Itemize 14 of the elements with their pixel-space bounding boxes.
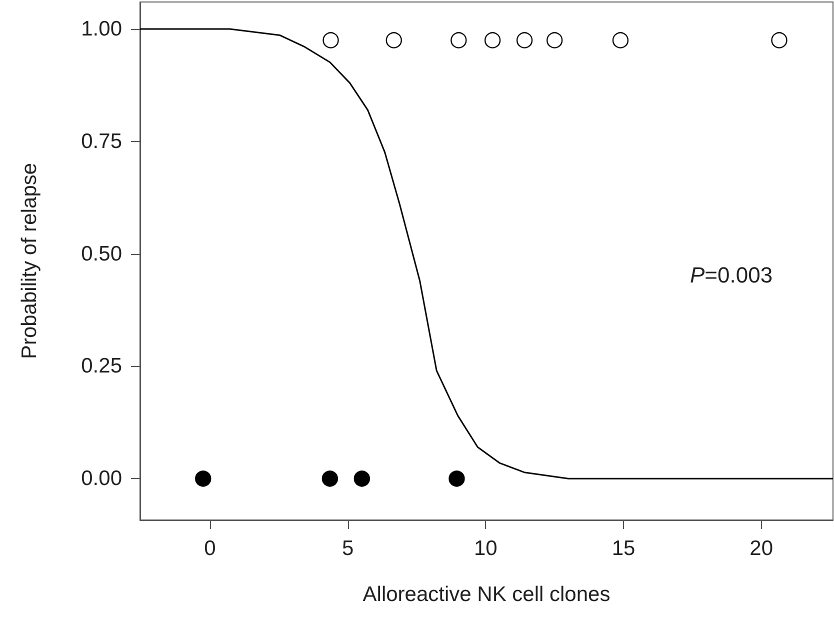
- x-tick-label: 10: [474, 537, 498, 560]
- y-axis-title: Probability of relapse: [18, 162, 41, 360]
- x-tick-label: 5: [342, 537, 354, 560]
- y-tick-label: 0.50: [81, 242, 122, 266]
- line-series: [139, 28, 834, 480]
- y-tick-label: 0.25: [81, 354, 122, 378]
- y-tick-label: 1.00: [81, 17, 122, 40]
- y-tick-label: 0.00: [81, 467, 122, 490]
- y-tick-label: 0.75: [81, 130, 122, 153]
- annotation: P=0.003: [690, 262, 773, 288]
- x-axis-title: Alloreactive NK cell clones: [362, 583, 610, 606]
- x-tick-label: 20: [750, 537, 774, 560]
- x-tick-label: 0: [204, 537, 216, 560]
- x-tick-label: 15: [612, 537, 636, 560]
